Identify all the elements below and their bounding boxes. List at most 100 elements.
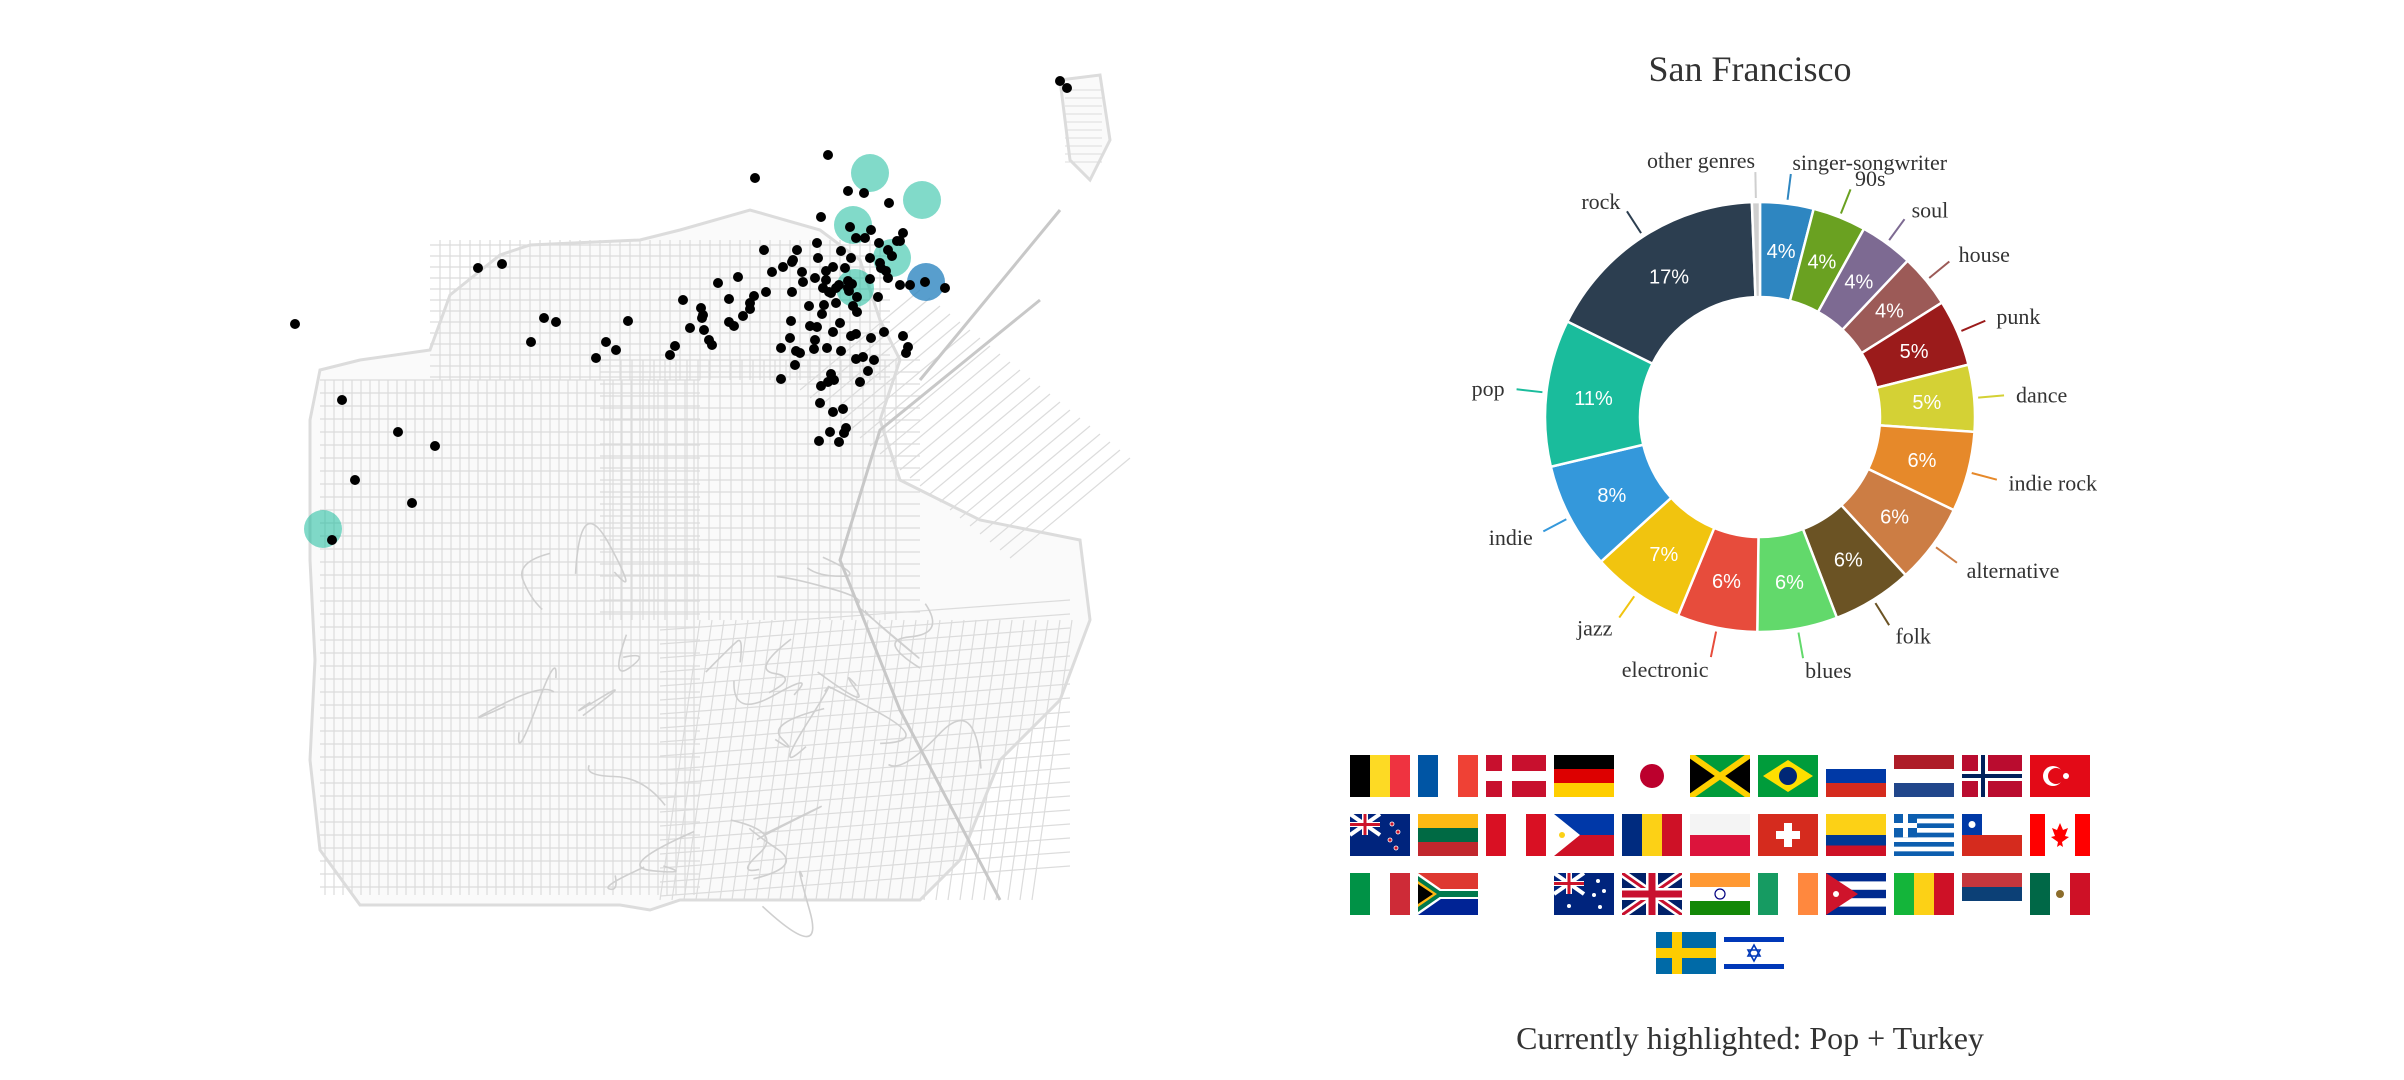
venue-point[interactable] xyxy=(813,253,823,263)
venue-point[interactable] xyxy=(841,423,851,433)
venue-point[interactable] xyxy=(883,273,893,283)
venue-point[interactable] xyxy=(863,366,873,376)
venue-point[interactable] xyxy=(526,337,536,347)
venue-point[interactable] xyxy=(290,319,300,329)
germany-flag[interactable] xyxy=(1554,755,1614,797)
venue-point[interactable] xyxy=(860,233,870,243)
venue-point[interactable] xyxy=(790,360,800,370)
venue-point[interactable] xyxy=(776,343,786,353)
venue-point[interactable] xyxy=(795,348,805,358)
venue-point[interactable] xyxy=(792,245,802,255)
chile-flag[interactable] xyxy=(1962,814,2022,856)
switzerland-flag[interactable] xyxy=(1758,814,1818,856)
venue-point[interactable] xyxy=(539,313,549,323)
venue-point[interactable] xyxy=(834,280,844,290)
venue-point[interactable] xyxy=(852,307,862,317)
venue-point[interactable] xyxy=(843,283,853,293)
venue-point[interactable] xyxy=(816,381,826,391)
venue-point[interactable] xyxy=(836,246,846,256)
venue-point[interactable] xyxy=(920,277,930,287)
venue-point[interactable] xyxy=(898,228,908,238)
venue-point[interactable] xyxy=(817,309,827,319)
netherlands-flag[interactable] xyxy=(1894,755,1954,797)
venue-point[interactable] xyxy=(810,335,820,345)
venue-point[interactable] xyxy=(829,375,839,385)
mali-flag[interactable] xyxy=(1894,873,1954,915)
venue-point[interactable] xyxy=(851,233,861,243)
blank-flag[interactable] xyxy=(1486,873,1546,915)
venue-point[interactable] xyxy=(665,350,675,360)
venue-point[interactable] xyxy=(901,348,911,358)
highlight-cluster[interactable] xyxy=(903,181,941,219)
venue-point[interactable] xyxy=(815,398,825,408)
india-flag[interactable] xyxy=(1690,873,1750,915)
venue-point[interactable] xyxy=(745,304,755,314)
venue-point[interactable] xyxy=(869,355,879,365)
venue-point[interactable] xyxy=(623,316,633,326)
venue-point[interactable] xyxy=(776,374,786,384)
venue-point[interactable] xyxy=(678,295,688,305)
venue-point[interactable] xyxy=(786,316,796,326)
romania-flag[interactable] xyxy=(1622,814,1682,856)
turkey-flag[interactable] xyxy=(2030,755,2090,797)
venue-point[interactable] xyxy=(759,245,769,255)
venue-point[interactable] xyxy=(749,291,759,301)
venue-point[interactable] xyxy=(858,352,868,362)
venue-point[interactable] xyxy=(828,327,838,337)
venue-point[interactable] xyxy=(407,498,417,508)
venue-point[interactable] xyxy=(473,263,483,273)
south-africa-flag[interactable] xyxy=(1418,873,1478,915)
venue-point[interactable] xyxy=(805,321,815,331)
russia-flag[interactable] xyxy=(1826,755,1886,797)
venue-point[interactable] xyxy=(852,292,862,302)
venue-point[interactable] xyxy=(887,251,897,261)
venue-point[interactable] xyxy=(905,280,915,290)
denmark-flag[interactable] xyxy=(1486,755,1546,797)
venue-point[interactable] xyxy=(724,294,734,304)
venue-point[interactable] xyxy=(873,292,883,302)
venue-point[interactable] xyxy=(828,262,838,272)
venue-point[interactable] xyxy=(591,353,601,363)
venue-point[interactable] xyxy=(733,272,743,282)
map-canvas[interactable] xyxy=(280,60,1180,960)
venue-point[interactable] xyxy=(697,313,707,323)
venue-point[interactable] xyxy=(809,344,819,354)
venue-point[interactable] xyxy=(855,377,865,387)
venue-point[interactable] xyxy=(327,535,337,545)
venue-point[interactable] xyxy=(696,303,706,313)
venue-point[interactable] xyxy=(713,278,723,288)
venue-point[interactable] xyxy=(879,327,889,337)
venue-point[interactable] xyxy=(866,225,876,235)
venue-point[interactable] xyxy=(846,331,856,341)
venue-point[interactable] xyxy=(430,441,440,451)
venue-point[interactable] xyxy=(761,287,771,297)
venue-point[interactable] xyxy=(859,188,869,198)
venue-point[interactable] xyxy=(1055,76,1065,86)
norway-flag[interactable] xyxy=(1962,755,2022,797)
venue-point[interactable] xyxy=(704,335,714,345)
canada-flag[interactable] xyxy=(2030,814,2090,856)
venue-point[interactable] xyxy=(738,311,748,321)
venue-point[interactable] xyxy=(1062,83,1072,93)
venue-point[interactable] xyxy=(819,300,829,310)
venue-point[interactable] xyxy=(895,236,905,246)
city-map[interactable] xyxy=(280,60,1180,960)
venue-point[interactable] xyxy=(785,333,795,343)
venue-point[interactable] xyxy=(798,277,808,287)
venue-point[interactable] xyxy=(767,267,777,277)
venue-point[interactable] xyxy=(497,259,507,269)
venue-point[interactable] xyxy=(814,436,824,446)
mexico-flag[interactable] xyxy=(2030,873,2090,915)
belgium-flag[interactable] xyxy=(1350,755,1410,797)
ireland-flag[interactable] xyxy=(1758,873,1818,915)
venue-point[interactable] xyxy=(834,437,844,447)
venue-point[interactable] xyxy=(895,280,905,290)
donut-chart[interactable]: 4% singer-songwriter 4% 90s 4% soul 4% house 5% p… xyxy=(1380,105,2180,715)
venue-point[interactable] xyxy=(898,331,908,341)
japan-flag[interactable] xyxy=(1622,755,1682,797)
venue-point[interactable] xyxy=(816,212,826,222)
venue-point[interactable] xyxy=(821,275,831,285)
philippines-flag[interactable] xyxy=(1554,814,1614,856)
venue-point[interactable] xyxy=(940,283,950,293)
venue-point[interactable] xyxy=(787,287,797,297)
